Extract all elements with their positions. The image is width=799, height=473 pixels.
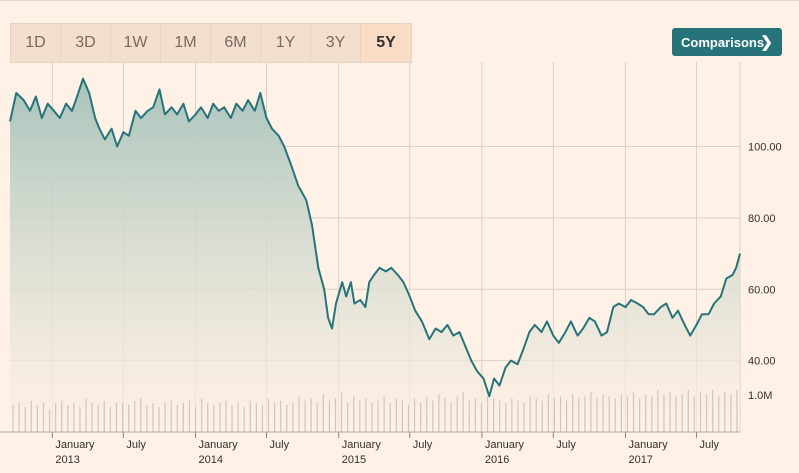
x-tick-month: July [413,439,433,451]
x-tick-month: July [699,439,719,451]
y-tick-label: 80.00 [748,213,776,225]
x-axis: January 2013 July January 2014 July January 201… [0,431,740,466]
x-tick-month: January [485,439,525,451]
x-tick-month: July [270,439,290,451]
comparisons-button[interactable]: Comparisons ❯ [672,28,782,56]
x-tick-month: July [556,439,576,451]
range-tabs: 1D 3D 1W 1M 6M 1Y 3Y 5Y [10,23,412,63]
y-tick-label: 60.00 [748,284,776,296]
x-tick-month: July [126,439,146,451]
x-tick-year: 2017 [628,454,652,466]
price-chart: 40.00 60.00 80.00 100.00 1.0M January 2013 Jul… [0,62,799,468]
y-axis: 40.00 60.00 80.00 100.00 1.0M [748,142,782,402]
price-area [10,78,740,432]
price-chart-svg: 40.00 60.00 80.00 100.00 1.0M January 2013 Jul… [0,62,782,466]
range-tab-5y[interactable]: 5Y [361,24,411,62]
x-tick-year: 2014 [199,454,223,466]
x-tick-year: 2016 [485,454,509,466]
x-tick-month: January [342,439,382,451]
x-tick-month: January [628,439,668,451]
volume-bars [12,390,738,432]
chart-toolbar: 1D 3D 1W 1M 6M 1Y 3Y 5Y Comparisons ❯ [0,0,799,63]
x-tick-month: January [199,439,239,451]
price-line [9,77,741,398]
range-tab-1y[interactable]: 1Y [261,24,311,62]
x-tick-month: January [55,439,95,451]
x-tick-year: 2015 [342,454,366,466]
range-tab-3y[interactable]: 3Y [311,24,361,62]
range-tab-1m[interactable]: 1M [161,24,211,62]
comparisons-label: Comparisons [681,35,765,50]
range-tab-3d[interactable]: 3D [61,24,111,62]
x-tick-year: 2013 [55,454,79,466]
chevron-right-icon: ❯ [760,34,773,51]
range-tab-1d[interactable]: 1D [11,24,61,62]
range-tab-6m[interactable]: 6M [211,24,261,62]
y-tick-label: 40.00 [748,356,776,368]
y-tick-label: 100.00 [748,142,782,154]
volume-tick-label: 1.0M [748,390,772,402]
range-tab-1w[interactable]: 1W [111,24,161,62]
